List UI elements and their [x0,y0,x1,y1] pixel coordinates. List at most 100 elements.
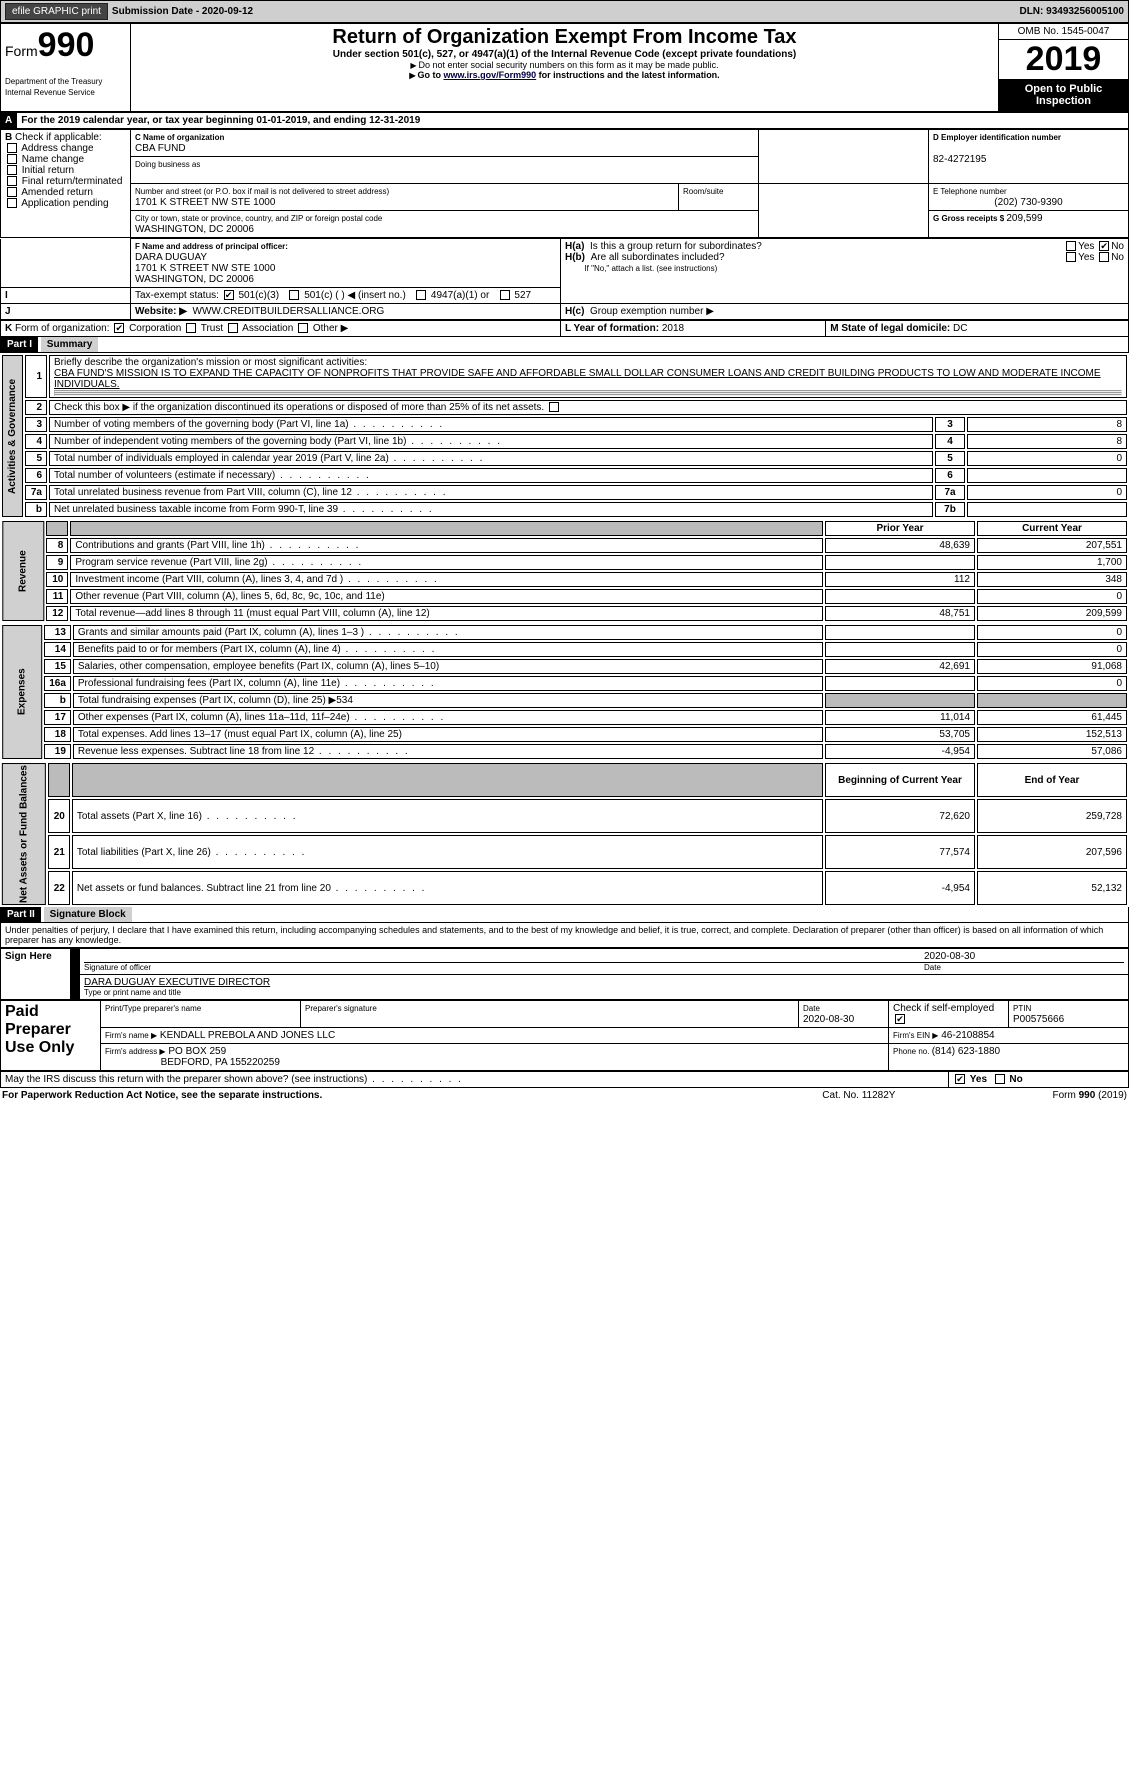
line14-text: Benefits paid to or for members (Part IX… [73,642,823,657]
ha-yes[interactable] [1066,241,1076,251]
form-footer: Form 990 (2019) [949,1090,1127,1101]
firm-addr: PO BOX 259 [168,1046,226,1057]
discuss-yes[interactable] [955,1074,965,1084]
line13-prior [825,625,975,640]
k-other[interactable] [298,323,308,333]
line6-text: Total number of volunteers (estimate if … [49,468,933,483]
city-value: WASHINGTON, DC 20006 [135,224,254,235]
k-trust[interactable] [186,323,196,333]
line16a-prior [825,676,975,691]
paid-preparer-label: Paid Preparer Use Only [1,1001,101,1071]
line17-current: 61,445 [977,710,1127,725]
line7a-text: Total unrelated business revenue from Pa… [49,485,933,500]
tab-activities: Activities & Governance [2,355,23,517]
line15-text: Salaries, other compensation, employee b… [73,659,823,674]
ptin-label: PTIN [1013,1004,1031,1013]
perjury-text: Under penalties of perjury, I declare th… [0,923,1129,948]
line10-current: 348 [977,572,1127,587]
line15-current: 91,068 [977,659,1127,674]
discuss-text: May the IRS discuss this return with the… [1,1072,949,1088]
line8-current: 207,551 [977,538,1127,553]
h-b-text: Are all subordinates included? [591,252,725,263]
officer-addr2: WASHINGTON, DC 20006 [135,274,254,285]
line3-value: 8 [967,417,1127,432]
hb-yes[interactable] [1066,252,1076,262]
website-value: WWW.CREDITBUILDERSALLIANCE.ORG [193,306,385,317]
sig-date1: 2020-08-30 [924,951,1124,962]
line22-end: 52,132 [977,871,1127,905]
opt-amended[interactable]: Amended return [5,187,93,198]
part2-title: Signature Block [44,907,132,922]
k-corp[interactable] [114,323,124,333]
line5-value: 0 [967,451,1127,466]
submission-date: Submission Date - 2020-09-12 [112,6,253,17]
i-501c[interactable] [289,290,299,300]
entity-info-block: B Check if applicable: Address change Na… [0,129,1129,238]
line19-text: Revenue less expenses. Subtract line 18 … [73,744,823,759]
dept-irs: Internal Revenue Service [5,88,95,97]
sig-officer-label: Signature of officer [84,963,924,972]
box-b-label: B [5,132,15,143]
prep-date: 2020-08-30 [803,1014,854,1025]
officer-print-name: DARA DUGUAY EXECUTIVE DIRECTOR [84,977,1124,988]
i-527[interactable] [500,290,510,300]
line15-prior: 42,691 [825,659,975,674]
line-a-marker: A [1,113,17,129]
line2-check[interactable] [549,402,559,412]
tab-netassets: Net Assets or Fund Balances [2,763,46,905]
opt-app-pending[interactable]: Application pending [5,198,109,209]
line21-text: Total liabilities (Part X, line 26) [72,835,823,869]
open-to-public: Open to Public Inspection [999,79,1128,111]
part1-title: Summary [41,337,99,352]
h-b-note: If "No," attach a list. (see instruction… [584,264,717,273]
line16b-text: Total fundraising expenses (Part IX, col… [73,693,823,708]
firm-phone: (814) 623-1880 [932,1046,1000,1057]
ha-no[interactable] [1099,241,1109,251]
sign-here-label: Sign Here [1,949,71,1000]
line12-current: 209,599 [977,606,1127,621]
irs-link[interactable]: www.irs.gov/Form990 [443,70,536,80]
box-c-name-label: C Name of organization [135,133,224,142]
opt-initial-return[interactable]: Initial return [5,165,74,176]
i-4947[interactable] [416,290,426,300]
line16a-text: Professional fundraising fees (Part IX, … [73,676,823,691]
line20-text: Total assets (Part X, line 16) [72,799,823,833]
line14-prior [825,642,975,657]
k-assoc[interactable] [228,323,238,333]
prep-sig-label: Preparer's signature [305,1004,377,1013]
form-header: Form990 Department of the Treasury Inter… [0,23,1129,112]
form-note-ssn: Do not enter social security numbers on … [135,60,994,70]
line4-text: Number of independent voting members of … [49,434,933,449]
line9-current: 1,700 [977,555,1127,570]
opt-address-change[interactable]: Address change [5,143,94,154]
line11-current: 0 [977,589,1127,604]
firm-city: BEDFORD, PA 155220259 [161,1057,280,1068]
opt-name-change[interactable]: Name change [5,154,84,165]
line9-text: Program service revenue (Part VIII, line… [70,555,823,570]
line-j-label: Website: ▶ [135,306,187,317]
line9-prior [825,555,975,570]
part1-label: Part I [1,337,38,352]
col-begin: Beginning of Current Year [825,763,975,797]
opt-final-return[interactable]: Final return/terminated [5,176,122,187]
line20-end: 259,728 [977,799,1127,833]
col-current: Current Year [977,521,1127,536]
officer-addr1: 1701 K STREET NW STE 1000 [135,263,275,274]
efile-button[interactable]: efile GRAPHIC print [5,3,108,20]
line14-current: 0 [977,642,1127,657]
line18-prior: 53,705 [825,727,975,742]
line18-current: 152,513 [977,727,1127,742]
i-501c3[interactable] [224,290,234,300]
prep-date-label: Date [803,1004,820,1013]
org-name: CBA FUND [135,143,186,154]
tab-revenue: Revenue [2,521,44,621]
discuss-no[interactable] [995,1074,1005,1084]
hb-no[interactable] [1099,252,1109,262]
line-m-label: M State of legal domicile: [830,323,953,334]
line19-current: 57,086 [977,744,1127,759]
h-c-text: Group exemption number ▶ [590,306,714,317]
print-name-label: Type or print name and title [84,988,1124,997]
self-employed-check[interactable]: Check if self-employed [889,1001,1009,1028]
line1-label: Briefly describe the organization's miss… [54,357,367,368]
box-g-label: G Gross receipts $ [933,214,1006,223]
